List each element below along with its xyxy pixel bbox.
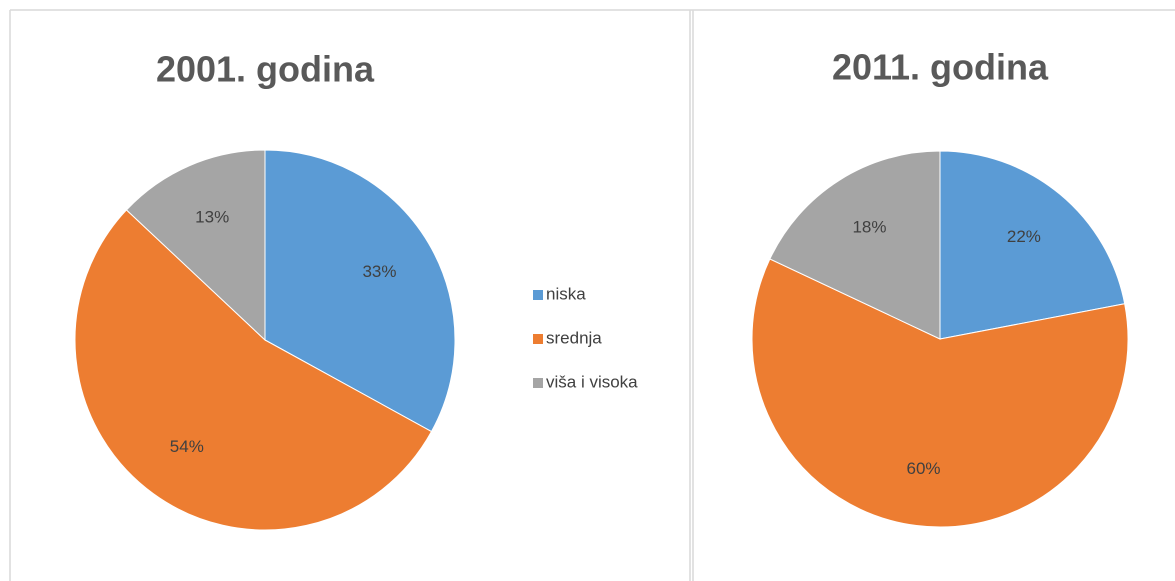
legend-label: srednja (546, 328, 602, 347)
legend-swatch (533, 290, 543, 300)
data-label: 22% (1007, 227, 1041, 246)
pie-slice (751, 258, 1129, 528)
data-label: 18% (852, 217, 886, 236)
legend-label: niska (546, 284, 586, 303)
data-label: 60% (906, 459, 940, 478)
pie-slice (125, 149, 266, 342)
legend-label: viša i visoka (546, 372, 638, 391)
data-label: 54% (170, 437, 204, 456)
legend-swatch (533, 334, 543, 344)
pie-slice (939, 150, 1126, 340)
pie-slice (264, 149, 456, 433)
chart-title: 2011. godina (832, 47, 1049, 88)
chart-title: 2001. godina (156, 49, 375, 90)
data-label: 33% (362, 262, 396, 281)
pie-slice (74, 209, 433, 531)
legend-swatch (533, 378, 543, 388)
pie-slice (769, 150, 941, 340)
data-label: 13% (195, 207, 229, 226)
